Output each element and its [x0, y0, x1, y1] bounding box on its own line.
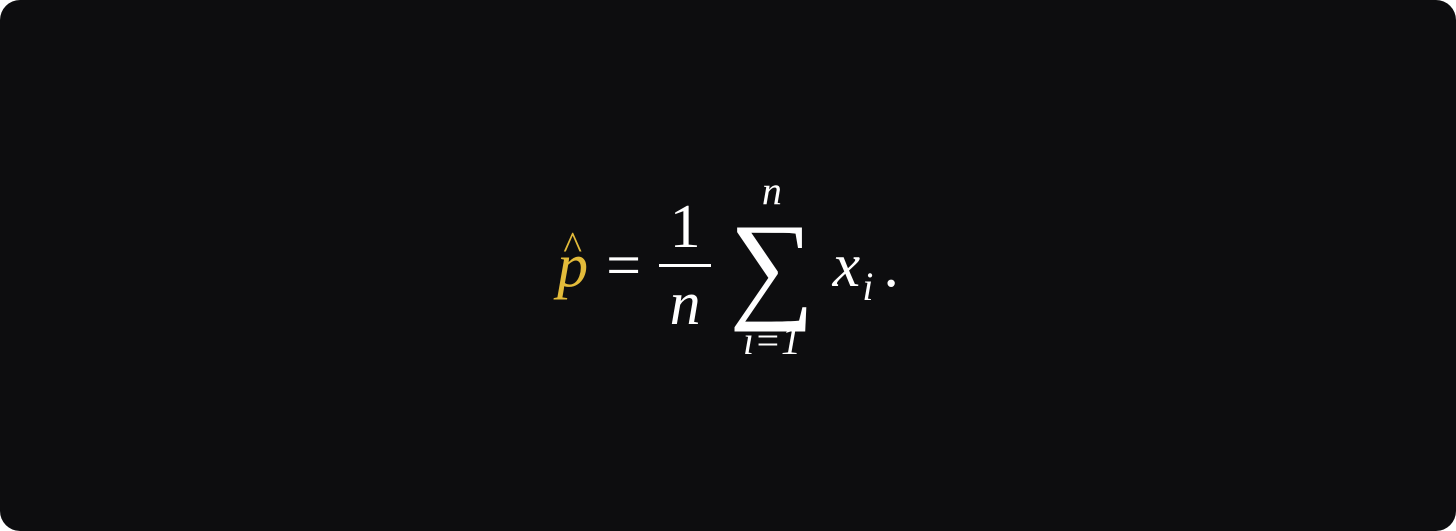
equation: ^ p = 1 n n ∑ i=1 x i . [557, 171, 899, 361]
trailing-period: . [883, 235, 899, 297]
fraction-one-over-n: 1 n [659, 196, 711, 335]
summation: n ∑ i=1 [729, 171, 815, 361]
formula-card: ^ p = 1 n n ∑ i=1 x i . [0, 0, 1456, 531]
fraction-denominator: n [660, 267, 711, 335]
fraction-numerator: 1 [660, 196, 711, 264]
summand-base: x [833, 235, 861, 297]
equals-sign: = [606, 235, 641, 297]
summand-subscript: i [862, 267, 873, 307]
sum-lower-limit: i=1 [743, 321, 801, 361]
p-hat: ^ p [557, 235, 588, 297]
sigma-symbol: ∑ [729, 215, 815, 317]
summand-term: x i . [833, 235, 899, 297]
hat-accent: ^ [563, 226, 582, 266]
